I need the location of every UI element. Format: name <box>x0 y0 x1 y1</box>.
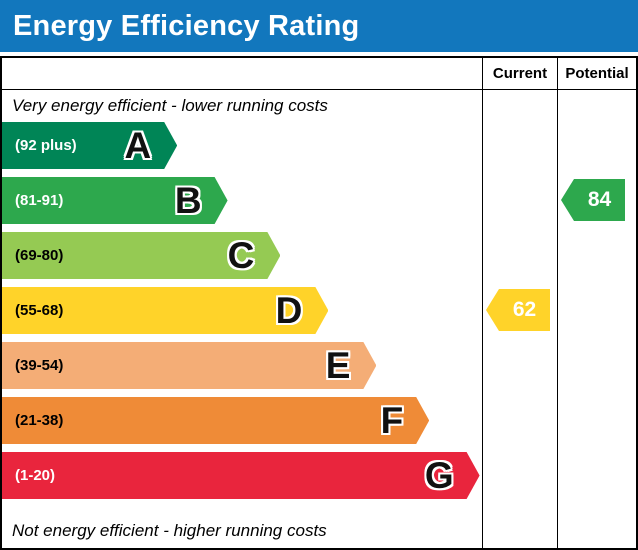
band-row: (81-91) B <box>2 177 482 224</box>
current-column-header: Current <box>482 58 557 89</box>
band-c: (69-80) C <box>2 232 280 279</box>
bottom-note: Not energy efficient - higher running co… <box>12 521 327 540</box>
header-spacer <box>2 58 482 89</box>
band-letter: G <box>424 455 454 496</box>
title-bar: Energy Efficiency Rating <box>0 0 638 52</box>
band-range-label: (55-68) <box>15 302 64 319</box>
bands-area: Very energy efficient - lower running co… <box>2 90 482 548</box>
band-range-label: (21-38) <box>15 412 64 429</box>
current-column: 62 <box>482 90 557 548</box>
band-e: (39-54) E <box>2 342 376 389</box>
band-f: (21-38) F <box>2 397 429 444</box>
column-header-row: Current Potential <box>2 58 636 90</box>
band-row: (55-68) D <box>2 287 482 334</box>
current-rating-pointer: 62 <box>486 289 550 331</box>
band-g: (1-20) G <box>2 452 480 499</box>
band-row: (1-20) G <box>2 452 482 499</box>
band-letter: F <box>380 400 404 441</box>
band-letter: A <box>124 125 152 166</box>
page-title: Energy Efficiency Rating <box>13 9 360 42</box>
band-range-label: (1-20) <box>15 467 56 484</box>
band-letter: B <box>174 180 202 221</box>
top-note: Very energy efficient - lower running co… <box>12 96 328 115</box>
epc-chart: Current Potential Very energy efficient … <box>0 56 638 550</box>
band-b: (81-91) B <box>2 177 228 224</box>
band-row: (92 plus) A <box>2 122 482 169</box>
band-d: (55-68) D <box>2 287 328 334</box>
current-rating-value: 62 <box>512 298 537 321</box>
band-row: (21-38) F <box>2 397 482 444</box>
band-a: (92 plus) A <box>2 122 177 169</box>
band-range-label: (39-54) <box>15 357 64 374</box>
band-letter: E <box>325 345 351 386</box>
potential-column-header: Potential <box>557 58 636 89</box>
band-row: (69-80) C <box>2 232 482 279</box>
potential-rating-pointer: 84 <box>561 179 625 221</box>
potential-rating-value: 84 <box>587 188 612 211</box>
band-row: (39-54) E <box>2 342 482 389</box>
band-range-label: (81-91) <box>15 192 64 209</box>
potential-column: 84 <box>557 90 636 548</box>
band-range-label: (69-80) <box>15 247 64 264</box>
chart-body: Very energy efficient - lower running co… <box>2 90 636 548</box>
band-letter: C <box>227 235 255 276</box>
rating-bands: (92 plus) A (81-91) B (69-80) C <box>2 122 482 499</box>
band-letter: D <box>275 290 303 331</box>
band-range-label: (92 plus) <box>15 137 77 154</box>
